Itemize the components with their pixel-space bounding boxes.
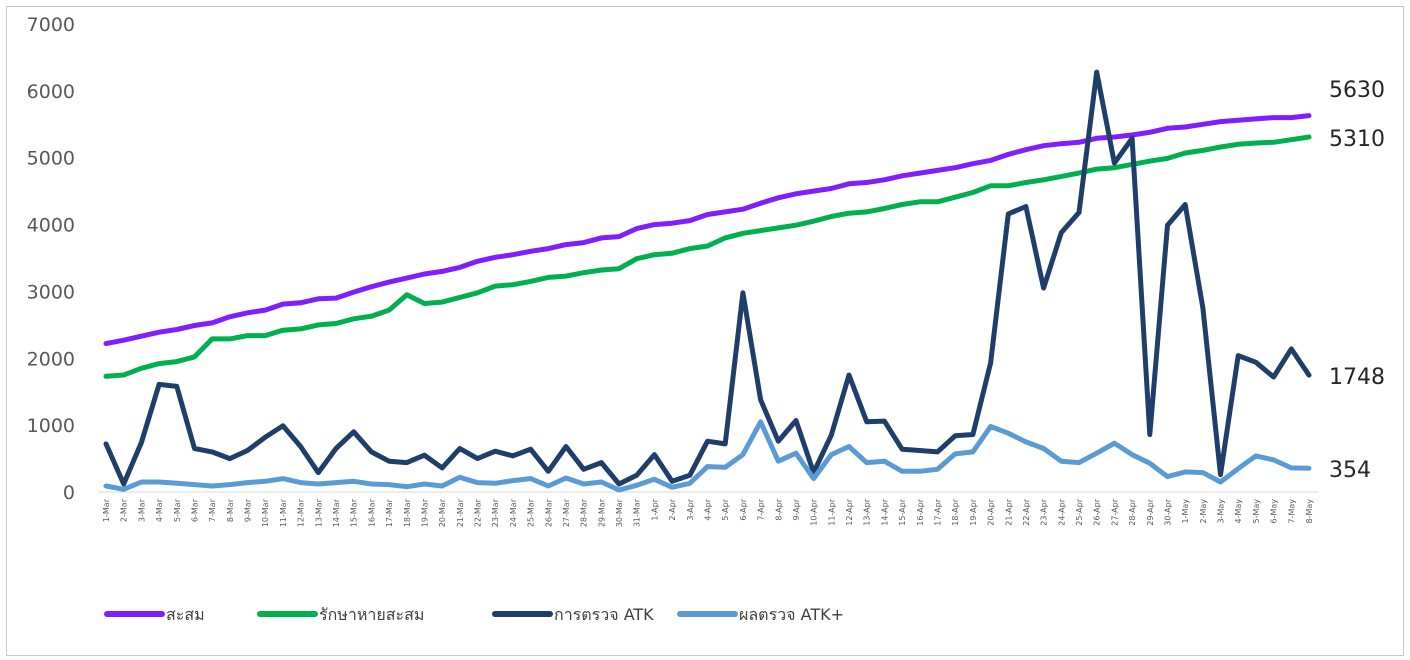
x-tick-label: 12-Apr: [845, 498, 854, 525]
x-tick-label: 1-Mar: [102, 498, 111, 522]
x-tick-label: 15-Mar: [350, 498, 359, 527]
end-label-4: 354: [1329, 458, 1371, 483]
x-tick-label: 12-Mar: [297, 498, 306, 527]
x-tick-label: 24-Apr: [1057, 498, 1066, 525]
x-tick-label: 8-May: [1305, 499, 1314, 524]
x-tick-label: 28-Mar: [580, 498, 589, 527]
y-tick-label: 2000: [27, 348, 75, 370]
x-tick-label: 1-Apr: [650, 498, 659, 520]
legend-label-4: ผลตรวจ ATK+: [739, 605, 844, 624]
x-tick-label: 10-Apr: [810, 498, 819, 525]
series-line-4: [103, 419, 1312, 493]
x-tick-label: 28-Apr: [1128, 498, 1137, 525]
x-tick-label: 7-May: [1287, 499, 1296, 524]
x-tick-label: 8-Mar: [226, 498, 235, 522]
x-tick-label: 2-May: [1199, 499, 1208, 524]
x-tick-label: 4-Apr: [704, 498, 713, 520]
x-tick-label: 4-May: [1234, 499, 1243, 524]
x-tick-label: 30-Mar: [615, 498, 624, 527]
end-labels: 5630 5310 1748 354: [1329, 78, 1385, 483]
x-tick-label: 16-Mar: [367, 498, 376, 527]
x-tick-label: 25-Mar: [527, 498, 536, 527]
x-tick-label: 11-Apr: [827, 498, 836, 525]
chart-frame: 0 1000 2000 3000 4000 5000 6000 7000 1-Mar 2-Mar…: [6, 6, 1404, 656]
legend-label-1: สะสม: [166, 605, 205, 624]
x-tick-label: 27-Mar: [562, 498, 571, 527]
legend-label-2: รักษาหายสะสม: [319, 605, 424, 624]
x-tick-label: 29-Apr: [1146, 498, 1155, 525]
x-tick-label: 1-May: [1181, 499, 1190, 524]
x-tick-label: 9-Apr: [792, 498, 801, 520]
x-tick-label: 6-Mar: [190, 498, 199, 522]
x-axis-ticks: 1-Mar 2-Mar 3-Mar 4-Mar 5-Mar 6-Mar 7-Mar 8-Mar…: [102, 498, 1314, 527]
x-tick-label: 21-Apr: [1004, 498, 1013, 525]
x-tick-label: 7-Mar: [208, 498, 217, 522]
x-tick-label: 17-Mar: [385, 498, 394, 527]
x-tick-label: 6-May: [1270, 499, 1279, 524]
y-axis-ticks: 0 1000 2000 3000 4000 5000 6000 7000: [27, 14, 75, 504]
x-tick-label: 6-Apr: [739, 498, 748, 520]
y-tick-label: 4000: [27, 215, 75, 237]
x-tick-label: 14-Mar: [332, 498, 341, 527]
x-tick-label: 18-Apr: [951, 498, 960, 525]
x-tick-label: 19-Apr: [969, 498, 978, 525]
x-tick-label: 4-Mar: [155, 498, 164, 522]
x-tick-label: 27-Apr: [1110, 498, 1119, 525]
x-tick-label: 24-Mar: [509, 498, 518, 527]
x-tick-label: 22-Mar: [474, 498, 483, 527]
series-lines: [103, 69, 1312, 493]
y-tick-label: 1000: [27, 415, 75, 437]
x-tick-label: 23-Mar: [491, 498, 500, 527]
x-tick-label: 18-Mar: [403, 498, 412, 527]
x-tick-label: 30-Apr: [1163, 498, 1172, 525]
series-line-1: [103, 113, 1312, 347]
legend-label-3: การตรวจ ATK: [554, 605, 654, 624]
x-tick-label: 5-May: [1252, 499, 1261, 524]
y-tick-label: 3000: [27, 281, 75, 303]
x-tick-label: 26-Mar: [544, 498, 553, 527]
x-tick-label: 20-Mar: [438, 498, 447, 527]
x-tick-label: 16-Apr: [916, 498, 925, 525]
y-tick-label: 6000: [27, 81, 75, 103]
x-tick-label: 3-Mar: [137, 498, 146, 522]
y-tick-label: 5000: [27, 148, 75, 170]
x-tick-label: 5-Mar: [173, 498, 182, 522]
line-chart: 0 1000 2000 3000 4000 5000 6000 7000 1-Mar 2-Mar…: [27, 14, 1385, 624]
series-line-3: [103, 69, 1312, 487]
x-tick-label: 3-Apr: [686, 498, 695, 520]
series-line-2: [103, 134, 1312, 379]
x-tick-label: 2-Apr: [668, 498, 677, 520]
x-tick-label: 11-Mar: [279, 498, 288, 527]
x-tick-label: 13-Apr: [863, 498, 872, 525]
x-tick-label: 23-Apr: [1040, 498, 1049, 525]
x-tick-label: 29-Mar: [597, 498, 606, 527]
x-tick-label: 8-Apr: [774, 498, 783, 520]
x-tick-label: 22-Apr: [1022, 498, 1031, 525]
x-tick-label: 3-May: [1217, 499, 1226, 524]
y-tick-label: 0: [63, 482, 75, 504]
x-tick-label: 21-Mar: [456, 498, 465, 527]
x-tick-label: 14-Apr: [880, 498, 889, 525]
y-tick-label: 7000: [27, 14, 75, 36]
x-tick-label: 31-Mar: [633, 498, 642, 527]
x-tick-label: 17-Apr: [933, 498, 942, 525]
x-tick-label: 9-Mar: [244, 498, 253, 522]
x-tick-label: 7-Apr: [757, 498, 766, 520]
end-label-2: 5310: [1329, 127, 1385, 152]
x-tick-label: 20-Apr: [987, 498, 996, 525]
x-tick-label: 10-Mar: [261, 498, 270, 527]
x-tick-label: 25-Apr: [1075, 498, 1084, 525]
end-label-1: 5630: [1329, 78, 1385, 103]
end-label-3: 1748: [1329, 365, 1385, 390]
x-tick-label: 5-Apr: [721, 498, 730, 520]
x-tick-label: 26-Apr: [1093, 498, 1102, 525]
x-tick-label: 13-Mar: [314, 498, 323, 527]
legend: สะสม รักษาหายสะสม การตรวจ ATK ผลตรวจ ATK+: [104, 605, 844, 624]
x-tick-label: 15-Apr: [898, 498, 907, 525]
x-tick-label: 19-Mar: [420, 498, 429, 527]
x-tick-label: 2-Mar: [120, 498, 129, 522]
